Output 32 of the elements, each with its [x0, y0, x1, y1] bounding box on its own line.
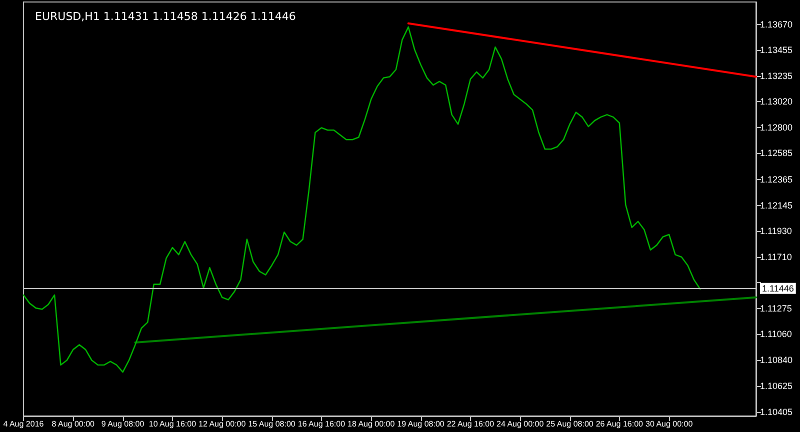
y-tick-label: 1.12145 [760, 200, 793, 210]
x-tick-label: 12 Aug 00:00 [198, 420, 246, 428]
y-tick-label: 1.12365 [760, 174, 793, 184]
y-tick-label: 1.13455 [760, 45, 793, 56]
y-tick-label: 1.11275 [760, 304, 792, 314]
x-tick-label: 15 Aug 08:00 [248, 420, 296, 428]
x-tick-label: 25 Aug 08:00 [546, 420, 594, 428]
text: EURUSD,H1 1.11431 1.11458 1.11426 1.11446 [35, 10, 296, 23]
y-tick-label: 1.11930 [760, 226, 792, 236]
y-tick-label: 1.11060 [760, 329, 792, 340]
y-tick-label: 1.13670 [760, 20, 793, 30]
x-tick-label: 10 Aug 16:00 [148, 420, 197, 428]
x-tick-label: 24 Aug 00:00 [496, 420, 544, 428]
y-tick-label: 1.12800 [760, 122, 793, 133]
x-tick-label: 30 Aug 00:00 [646, 420, 694, 428]
x-tick-label: 18 Aug 00:00 [348, 420, 396, 428]
x-tick-label: 9 Aug 08:00 [101, 420, 145, 428]
x-tick-label: 22 Aug 16:00 [446, 420, 495, 428]
y-tick-label: 1.10840 [760, 355, 793, 366]
y-tick-label: 1.10625 [760, 380, 793, 391]
x-tick-label: 19 Aug 08:00 [397, 420, 445, 428]
y-tick-label: 1.10405 [760, 406, 793, 417]
x-tick-label: 8 Aug 00:00 [52, 420, 96, 428]
y-tick-label: 1.13020 [760, 96, 793, 107]
x-tick-label: 16 Aug 16:00 [298, 420, 346, 428]
y-tick-label: 1.13235 [760, 71, 793, 82]
line-series [22, 26, 701, 373]
y-tick-label: 1.12585 [760, 148, 793, 158]
y-tick-label: 1.11710 [760, 252, 792, 262]
x-tick-label: 4 Aug 2016 [3, 420, 44, 428]
x-tick-label: 26 Aug 16:00 [596, 420, 644, 428]
ref-line-label: 1.11446 [762, 283, 794, 294]
